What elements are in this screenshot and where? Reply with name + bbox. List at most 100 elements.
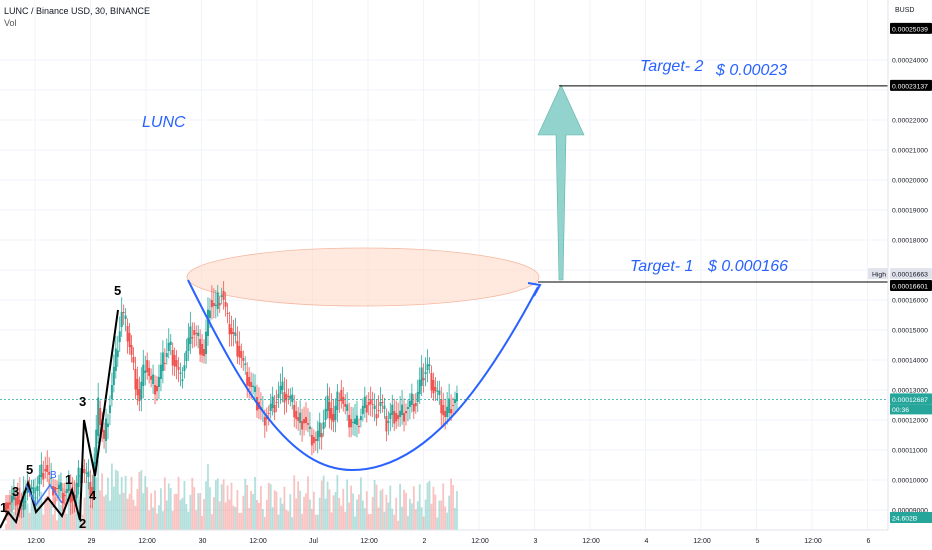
volume-bar: [240, 512, 243, 530]
volume-bar: [310, 508, 313, 530]
candle-body: [120, 312, 123, 327]
wave-label-b: B: [50, 470, 57, 481]
candle-body: [136, 379, 139, 396]
candle-body: [381, 402, 384, 403]
price-tick-label: 0.00022000: [892, 118, 928, 125]
candle-body: [191, 337, 194, 339]
candle-body: [161, 352, 164, 371]
wave-label-4: 4: [89, 488, 97, 503]
candle-body: [214, 304, 217, 306]
volume-bar: [132, 499, 135, 530]
price-tag-bg: [890, 268, 932, 280]
time-tick-label: 12:00: [471, 538, 489, 545]
volume-bar: [50, 501, 53, 530]
candle-body: [389, 412, 392, 419]
candle-body: [226, 313, 229, 314]
volume-bar: [428, 480, 431, 530]
volume-bar: [314, 514, 317, 530]
target-zone-ellipse: [186, 247, 540, 307]
candle-body: [67, 482, 70, 491]
volume-bar: [258, 503, 260, 530]
volume-bar: [77, 477, 80, 530]
candle-body: [91, 487, 94, 497]
candle-body: [108, 405, 111, 413]
wave-label-2: 2: [79, 516, 87, 531]
time-tick-label: 12:00: [804, 538, 822, 545]
volume-bar: [179, 499, 182, 530]
candle-body: [316, 430, 319, 441]
volume-bar: [205, 481, 207, 530]
volume-bar: [450, 478, 452, 530]
time-tick-label: 12:00: [138, 538, 156, 545]
volume-bar: [52, 514, 54, 530]
candle-body: [383, 405, 386, 409]
volume-legend[interactable]: Vol: [4, 18, 17, 28]
volume-bar: [369, 514, 372, 530]
candle-body: [126, 326, 129, 342]
volume-bar: [146, 487, 149, 530]
time-tick-label: 2: [423, 538, 427, 545]
volume-bar: [393, 514, 396, 530]
volume-bar: [401, 506, 403, 530]
candle-body: [122, 312, 125, 313]
price-tick-label: 0.00015000: [892, 328, 928, 335]
volume-bar: [144, 476, 147, 530]
candle-body: [224, 302, 227, 307]
volume-bar: [379, 490, 382, 530]
volume-bar: [422, 516, 425, 530]
candle-body: [357, 426, 360, 427]
volume-bar: [303, 496, 305, 530]
candle-body: [283, 392, 286, 403]
price-tick-label: 0.00019000: [892, 208, 928, 215]
volume-bar: [207, 464, 209, 530]
candle-body: [350, 419, 353, 428]
volume-bar: [356, 499, 358, 530]
volume-bar: [265, 499, 268, 530]
volume-bar: [95, 477, 98, 530]
candle-body: [320, 433, 323, 438]
volume-bar: [344, 511, 347, 530]
candle-body: [142, 364, 145, 386]
candle-body: [355, 415, 358, 425]
target1-label: Target- 1: [630, 258, 694, 275]
cup-curve: [187, 279, 539, 472]
candle-body: [310, 435, 313, 446]
symbol-title[interactable]: LUNC / Binance USD, 30, BINANCE: [4, 6, 151, 16]
candle-body: [238, 346, 241, 358]
volume-bar: [154, 490, 156, 530]
volume-bar: [109, 500, 111, 530]
candle-body: [159, 364, 162, 379]
corrective-wave-line: [25, 483, 63, 507]
candle-body: [36, 486, 39, 491]
price-tick-label: 0.00010000: [892, 478, 928, 485]
candle-body: [306, 423, 309, 425]
price-tag-bg: [890, 393, 932, 405]
candle-body: [230, 328, 233, 335]
volume-bar: [446, 512, 449, 530]
volume-bar: [395, 497, 398, 530]
volume-bar: [30, 495, 33, 530]
time-tick-label: 12:00: [360, 538, 378, 545]
volume-bar: [193, 487, 196, 530]
candle-body: [201, 344, 204, 356]
volume-bar: [191, 477, 194, 530]
candle-body: [118, 331, 121, 342]
volume-bar: [420, 507, 423, 530]
volume-bar: [456, 491, 458, 530]
candle-body: [412, 404, 415, 412]
volume-bar: [58, 481, 60, 530]
volume-bar: [187, 511, 190, 530]
candle-body: [308, 426, 311, 429]
candle-body: [57, 484, 60, 489]
volume-bar: [210, 514, 213, 530]
volume-bar: [65, 513, 68, 530]
candle-body: [303, 419, 306, 424]
candle-body: [452, 405, 455, 406]
volume-bar: [273, 490, 276, 530]
candle-body: [332, 414, 335, 423]
candle-body: [275, 402, 278, 403]
time-tick-label: 29: [88, 538, 96, 545]
volume-bar: [350, 485, 352, 530]
price-tag-bg: [890, 279, 932, 291]
